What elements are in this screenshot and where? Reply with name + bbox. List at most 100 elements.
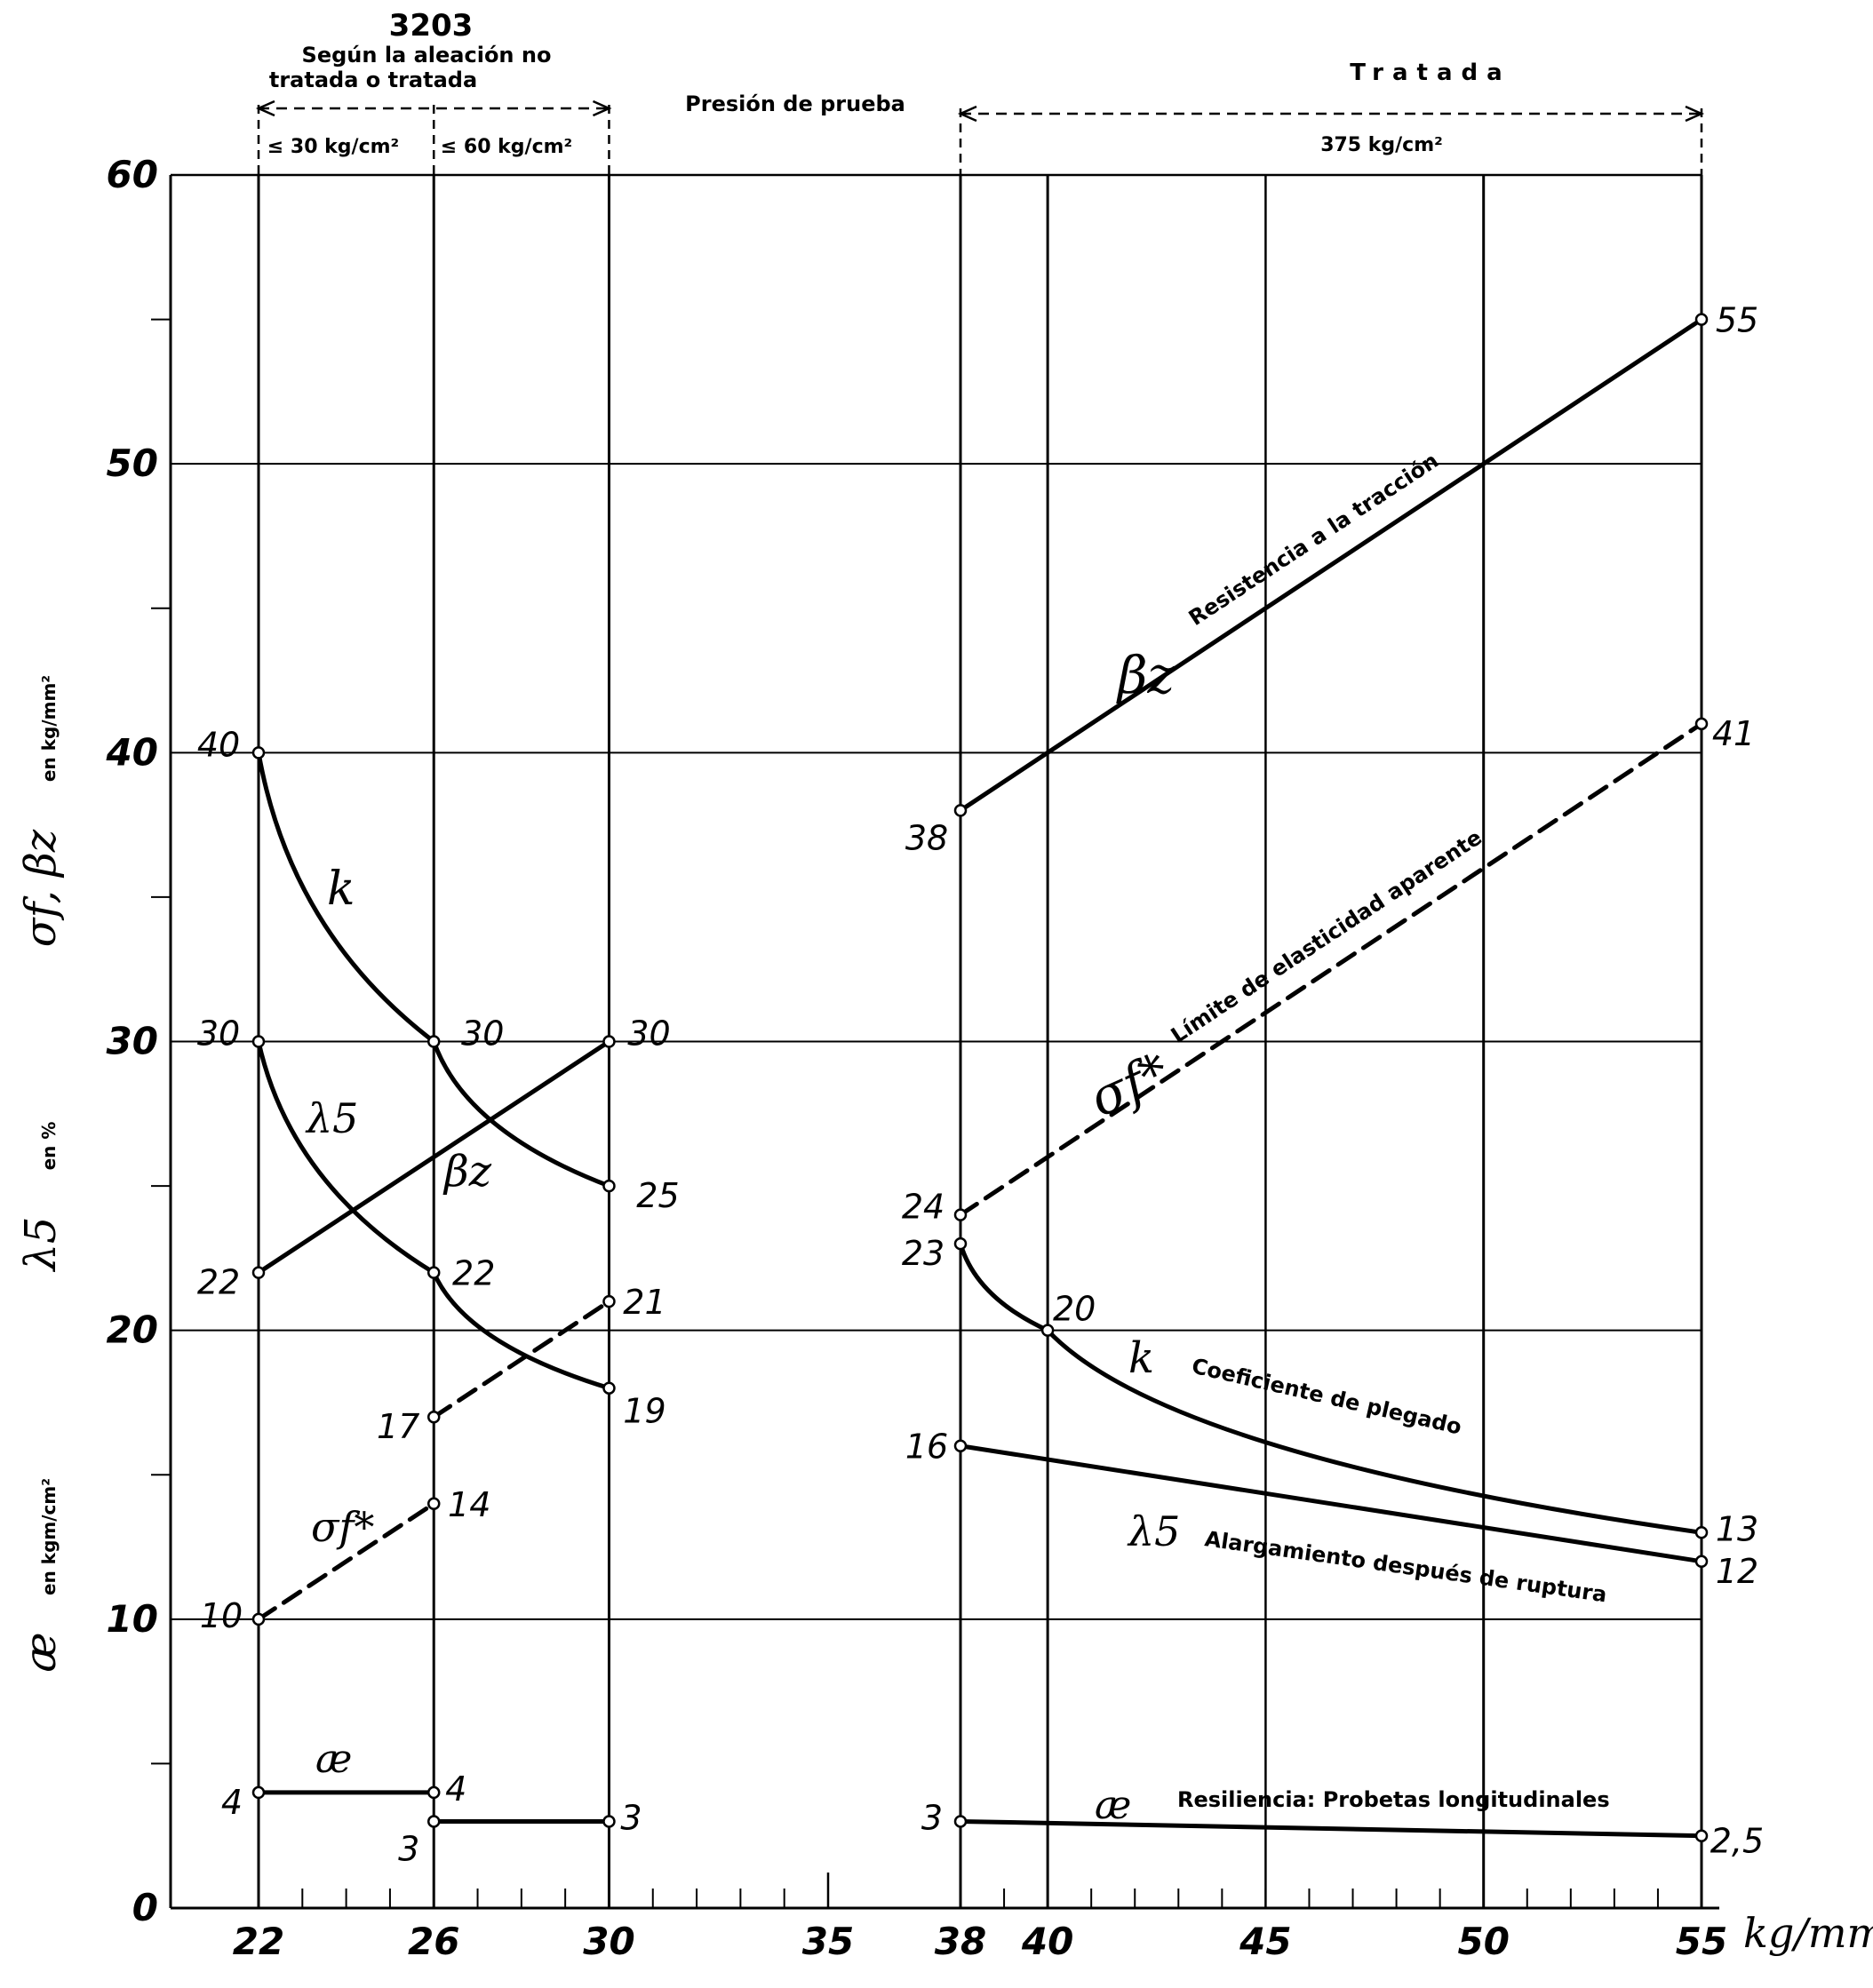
data-point-4-0 xyxy=(426,1410,441,1424)
y-label-kappa: æ xyxy=(16,1632,66,1672)
data-point-11-0 xyxy=(953,1815,968,1828)
data-point-10-1 xyxy=(1694,1555,1709,1569)
series-line-9 xyxy=(958,1241,1704,1535)
data-point-8-0 xyxy=(953,1208,968,1221)
data-label-9-2: 13 xyxy=(1716,1509,1758,1548)
data-point-7-1 xyxy=(1694,313,1709,326)
data-point-1-0 xyxy=(251,1035,266,1048)
x-tick-label-30: 30 xyxy=(583,1920,634,1963)
symbol-lambda-left: λ5 xyxy=(305,1094,358,1142)
data-point-0-2 xyxy=(602,1179,616,1193)
data-point-3-1 xyxy=(426,1497,441,1511)
series-line-10 xyxy=(958,1443,1704,1564)
symbol-kappa-right: æ xyxy=(1095,1783,1131,1828)
data-point-7-0 xyxy=(953,804,968,817)
series-line-8 xyxy=(958,721,1704,1218)
left-range-2: ≤ 60 kg/cm² xyxy=(441,136,572,158)
data-point-5-1 xyxy=(426,1785,441,1800)
series-line-11 xyxy=(958,1818,1704,1839)
data-label-11-0: 3 xyxy=(921,1798,943,1837)
symbol-beta-left: βz xyxy=(442,1147,492,1197)
data-point-9-0 xyxy=(953,1237,968,1251)
symbol-sigma-right: σf* xyxy=(1080,1041,1178,1129)
symbol-sigma-left: σf* xyxy=(311,1503,374,1551)
alloy-code: 3203 xyxy=(389,8,474,44)
data-point-1-2 xyxy=(602,1381,616,1395)
data-label-0-2: 25 xyxy=(636,1176,679,1215)
y-label-lambda: λ5 xyxy=(16,1217,66,1273)
data-point-11-1 xyxy=(1694,1829,1709,1842)
data-point-3-0 xyxy=(251,1612,266,1626)
grid xyxy=(171,173,1703,1908)
y-tick-label-20: 20 xyxy=(107,1308,158,1352)
data-point-1-1 xyxy=(426,1266,441,1279)
series-line-2 xyxy=(256,1039,611,1276)
data-label-9-0: 23 xyxy=(902,1234,944,1273)
series-line-1 xyxy=(256,1039,611,1391)
curve-symbols: k λ5 βz σf* æ βz σf* k λ5 æ xyxy=(305,645,1180,1828)
center-title: Presión de prueba xyxy=(685,91,905,116)
data-point-9-2 xyxy=(1694,1526,1709,1539)
y-tick-label-30: 30 xyxy=(107,1020,158,1063)
symbol-k-left: k xyxy=(327,863,355,916)
data-label-1-0: 30 xyxy=(197,1014,240,1054)
right-title: Tratada xyxy=(1350,60,1510,86)
x-tick-label-50: 50 xyxy=(1457,1920,1509,1963)
series-line-3 xyxy=(256,1501,436,1622)
symbol-lambda-right: λ5 xyxy=(1127,1507,1180,1555)
left-range-1: ≤ 30 kg/cm² xyxy=(267,136,399,158)
series-line-0 xyxy=(256,750,611,1189)
data-point-6-1 xyxy=(602,1815,616,1828)
data-label-1-1: 22 xyxy=(452,1254,495,1293)
annotation-tensile: Resistencia a la tracción xyxy=(1184,448,1443,631)
data-label-0-0: 40 xyxy=(197,725,240,764)
data-label-3-1: 14 xyxy=(448,1485,490,1524)
data-label-5-1: 4 xyxy=(445,1769,466,1809)
y-tick-label-0: 0 xyxy=(132,1886,158,1929)
data-label-7-0: 38 xyxy=(905,818,948,857)
data-label-6-1: 3 xyxy=(620,1798,642,1837)
data-label-6-0: 3 xyxy=(398,1829,419,1868)
symbol-beta-right: βz xyxy=(1116,645,1176,705)
data-point-0-0 xyxy=(251,746,266,759)
data-point-5-0 xyxy=(251,1785,266,1800)
y-tick-label-10: 10 xyxy=(107,1597,158,1641)
y-label-sigma-beta-unit: en kg/mm² xyxy=(38,675,60,782)
annotation-resilience: Resiliencia: Probetas longitudinales xyxy=(1177,1787,1610,1812)
data-label-4-0: 17 xyxy=(377,1407,419,1446)
data-label-0-1: 30 xyxy=(461,1014,504,1054)
data-point-8-1 xyxy=(1694,717,1709,731)
data-label-2-1: 30 xyxy=(627,1014,670,1054)
x-tick-label-40: 40 xyxy=(1021,1920,1073,1963)
x-unit-label: kg/mm² xyxy=(1743,1909,1873,1957)
y-tick-label-60: 60 xyxy=(107,153,158,196)
x-tick-label-55: 55 xyxy=(1676,1920,1727,1963)
y-label-kappa-unit: en kgm/cm² xyxy=(38,1478,60,1595)
data-label-2-0: 22 xyxy=(197,1263,240,1302)
series-line-7 xyxy=(958,317,1704,813)
data-points xyxy=(251,313,1709,1842)
left-title-line-2: tratada o tratada xyxy=(269,68,477,92)
header-range-arrows xyxy=(255,99,1705,175)
y-tick-label-40: 40 xyxy=(106,730,158,774)
x-tick-label-26: 26 xyxy=(408,1920,459,1963)
symbol-kappa-left: æ xyxy=(315,1737,352,1782)
data-label-4-1: 21 xyxy=(623,1283,666,1322)
annotation-yield: Límite de elasticidad aparente xyxy=(1167,825,1486,1048)
left-title-line-1: Según la aleación no xyxy=(302,43,552,68)
data-label-1-2: 19 xyxy=(623,1392,666,1431)
data-point-9-1 xyxy=(1040,1324,1055,1337)
symbol-k-right: k xyxy=(1128,1333,1154,1383)
y-label-lambda-unit: en % xyxy=(38,1122,60,1171)
data-point-0-1 xyxy=(426,1035,441,1048)
data-label-3-0: 10 xyxy=(200,1596,243,1635)
data-label-11-1: 2,5 xyxy=(1710,1822,1764,1861)
data-label-8-0: 24 xyxy=(902,1188,944,1227)
x-tick-label-38: 38 xyxy=(935,1920,986,1963)
data-point-2-0 xyxy=(251,1266,266,1279)
data-label-7-1: 55 xyxy=(1716,301,1758,340)
data-label-10-1: 12 xyxy=(1716,1552,1758,1591)
data-point-4-1 xyxy=(602,1294,616,1308)
